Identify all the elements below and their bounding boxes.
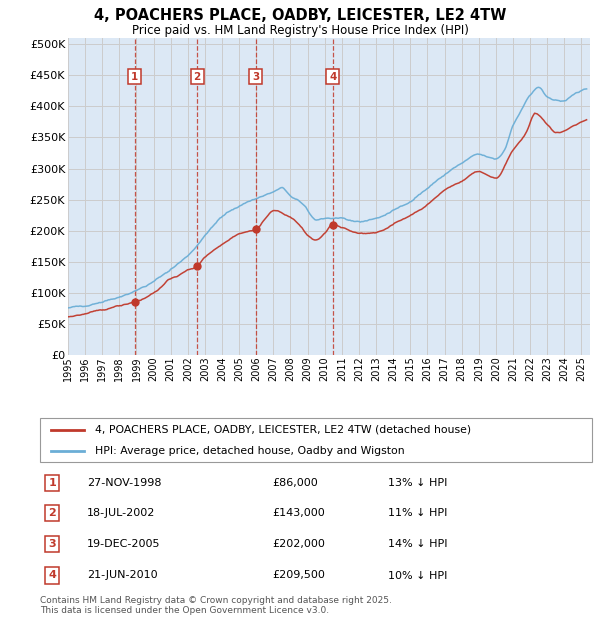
- Text: 14% ↓ HPI: 14% ↓ HPI: [388, 539, 447, 549]
- Text: 11% ↓ HPI: 11% ↓ HPI: [388, 508, 447, 518]
- Text: £143,000: £143,000: [272, 508, 325, 518]
- Text: £209,500: £209,500: [272, 570, 325, 580]
- Text: 3: 3: [49, 539, 56, 549]
- Text: 18-JUL-2002: 18-JUL-2002: [87, 508, 155, 518]
- Text: HPI: Average price, detached house, Oadby and Wigston: HPI: Average price, detached house, Oadb…: [95, 446, 405, 456]
- Text: 2: 2: [193, 71, 200, 82]
- Text: 4, POACHERS PLACE, OADBY, LEICESTER, LE2 4TW (detached house): 4, POACHERS PLACE, OADBY, LEICESTER, LE2…: [95, 425, 472, 435]
- Text: £86,000: £86,000: [272, 478, 317, 488]
- Text: £202,000: £202,000: [272, 539, 325, 549]
- Text: 27-NOV-1998: 27-NOV-1998: [87, 478, 161, 488]
- Text: 4: 4: [329, 71, 337, 82]
- Text: Contains HM Land Registry data © Crown copyright and database right 2025.
This d: Contains HM Land Registry data © Crown c…: [40, 596, 392, 616]
- Text: 2: 2: [48, 508, 56, 518]
- Text: 19-DEC-2005: 19-DEC-2005: [87, 539, 160, 549]
- Text: 1: 1: [48, 478, 56, 488]
- Text: 10% ↓ HPI: 10% ↓ HPI: [388, 570, 447, 580]
- Text: 4: 4: [48, 570, 56, 580]
- Text: 21-JUN-2010: 21-JUN-2010: [87, 570, 158, 580]
- Text: 4, POACHERS PLACE, OADBY, LEICESTER, LE2 4TW: 4, POACHERS PLACE, OADBY, LEICESTER, LE2…: [94, 8, 506, 23]
- Text: 1: 1: [131, 71, 139, 82]
- Text: 3: 3: [252, 71, 259, 82]
- Text: 13% ↓ HPI: 13% ↓ HPI: [388, 478, 447, 488]
- Text: Price paid vs. HM Land Registry's House Price Index (HPI): Price paid vs. HM Land Registry's House …: [131, 24, 469, 37]
